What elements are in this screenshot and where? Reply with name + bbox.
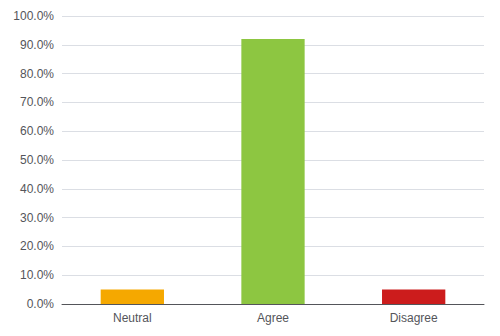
svg-text:0.0%: 0.0% <box>27 297 55 311</box>
svg-text:20.0%: 20.0% <box>20 239 54 253</box>
svg-text:40.0%: 40.0% <box>20 182 54 196</box>
svg-text:70.0%: 70.0% <box>20 95 54 109</box>
svg-text:Neutral: Neutral <box>113 311 152 325</box>
svg-text:80.0%: 80.0% <box>20 67 54 81</box>
svg-text:30.0%: 30.0% <box>20 211 54 225</box>
svg-text:90.0%: 90.0% <box>20 38 54 52</box>
svg-text:10.0%: 10.0% <box>20 268 54 282</box>
svg-text:Disagree: Disagree <box>390 311 438 325</box>
svg-text:50.0%: 50.0% <box>20 153 54 167</box>
svg-text:Agree: Agree <box>257 311 289 325</box>
svg-text:60.0%: 60.0% <box>20 124 54 138</box>
svg-text:100.0%: 100.0% <box>13 9 54 23</box>
